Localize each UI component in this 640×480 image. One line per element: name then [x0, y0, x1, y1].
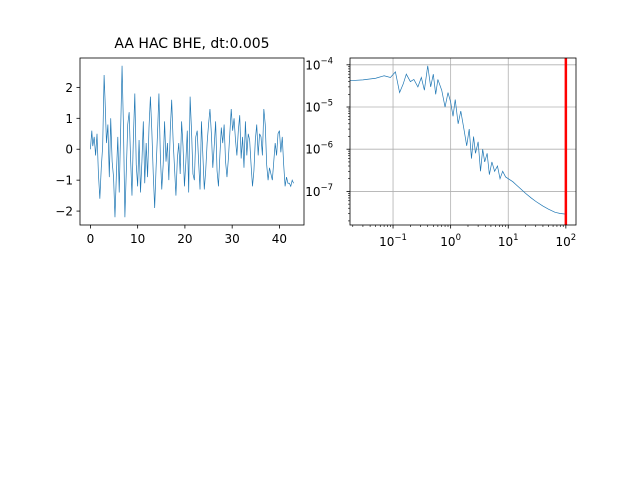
x-tick-label: 30: [225, 232, 240, 246]
x-tick-label: 102: [556, 233, 577, 249]
time-series-axes-frame: [79, 57, 305, 226]
y-tick-label: −1: [55, 174, 73, 188]
spectrum-panel: 10−1 100 101 102 10−7 10−6 10−5 10−4: [305, 56, 577, 249]
y-tick-label: 10−7: [305, 183, 333, 199]
x-tick-label: 100: [440, 233, 461, 249]
y-tick-label: 10−6: [305, 141, 333, 157]
y-tick-label: −2: [55, 205, 73, 219]
time-series-line-group: [90, 65, 294, 218]
y-tick-label: 10−4: [305, 56, 333, 72]
time-series-title: AA HAC BHE, dt:0.005: [114, 36, 269, 52]
x-tick-label: 0: [87, 232, 95, 246]
x-tick-label: 10: [130, 232, 145, 246]
spectrum-line-group: [349, 65, 566, 215]
time-series-line: [90, 65, 294, 218]
spectrum-y-axis: 10−7 10−6 10−5 10−4: [305, 56, 350, 222]
x-tick-label: 20: [177, 232, 192, 246]
y-tick-label: 1: [65, 112, 73, 126]
y-tick-label: 0: [65, 143, 73, 157]
x-tick-label: 101: [498, 233, 519, 249]
time-series-y-axis: −2 −1 0 1 2: [55, 81, 80, 219]
time-series-x-axis: 0 10 20 30 40: [87, 225, 287, 246]
y-tick-label: 2: [65, 81, 73, 95]
x-tick-label: 40: [272, 232, 287, 246]
x-tick-label: 10−1: [379, 233, 407, 249]
spectrum-grid: [350, 58, 576, 225]
time-series-panel: AA HAC BHE, dt:0.005 0 10 20 30 40 −2 −1 0 1 2: [55, 36, 305, 246]
y-tick-label: 10−5: [305, 99, 333, 115]
spectrum-x-axis: 10−1 100 101 102: [352, 225, 577, 249]
spectrum-axes-frame: [349, 57, 577, 226]
spectrum-line: [349, 65, 566, 215]
